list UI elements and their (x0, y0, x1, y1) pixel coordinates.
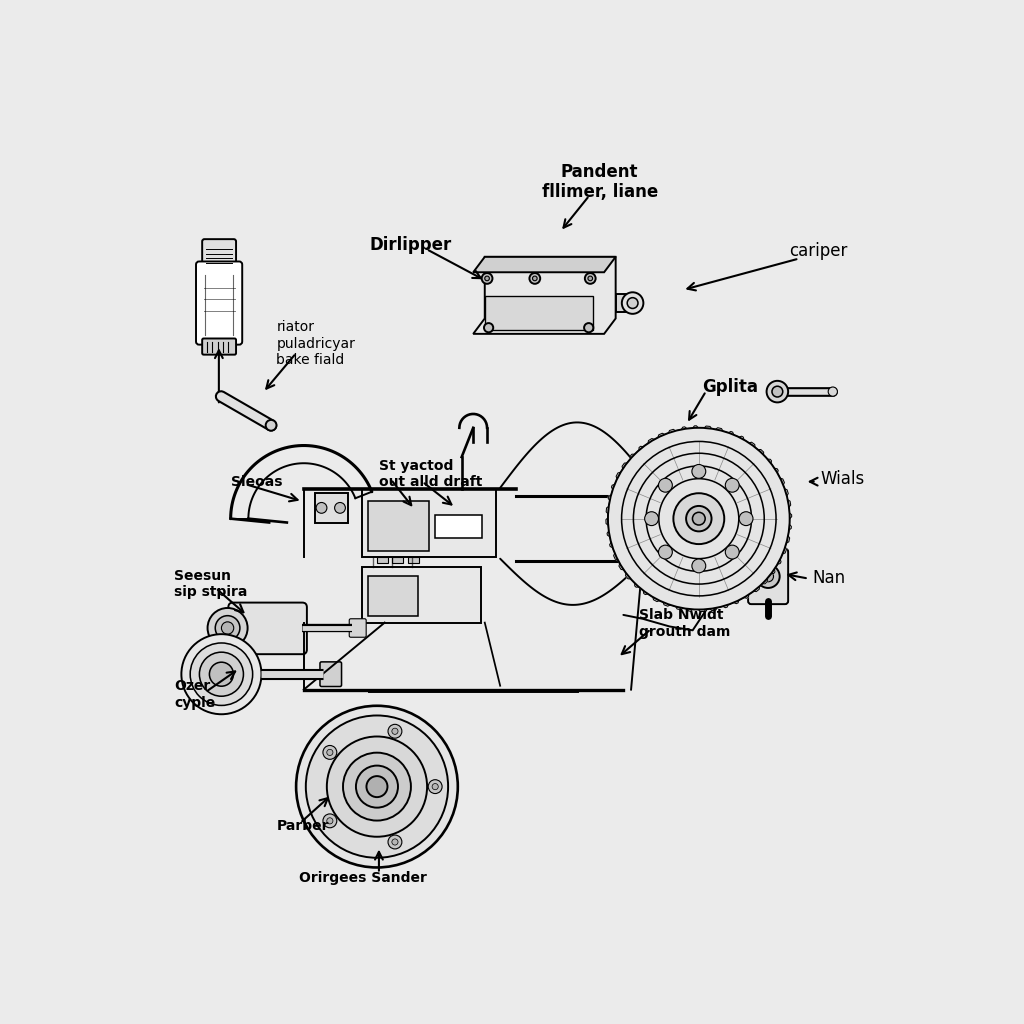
Bar (361, 567, 481, 623)
FancyBboxPatch shape (202, 240, 237, 267)
Bar (377, 557, 388, 563)
Circle shape (762, 525, 774, 538)
Circle shape (481, 273, 493, 284)
Text: Sleoas: Sleoas (231, 475, 283, 488)
Circle shape (725, 478, 739, 493)
Circle shape (628, 298, 638, 308)
Circle shape (327, 750, 333, 756)
Circle shape (306, 716, 449, 858)
Circle shape (674, 494, 724, 544)
Circle shape (484, 276, 489, 281)
Bar (435, 515, 482, 538)
Circle shape (208, 608, 248, 648)
Circle shape (181, 634, 261, 715)
Text: riator
puladricyar
bake fiald: riator puladricyar bake fiald (276, 321, 355, 367)
Circle shape (585, 273, 596, 284)
Circle shape (828, 387, 838, 396)
Circle shape (767, 381, 788, 402)
Circle shape (356, 766, 398, 808)
Bar (615, 294, 633, 312)
Circle shape (622, 292, 643, 313)
Text: Slab Nwidt
grouth dam: Slab Nwidt grouth dam (639, 608, 730, 639)
Circle shape (772, 386, 782, 397)
Circle shape (327, 818, 333, 824)
Circle shape (725, 545, 739, 559)
Circle shape (658, 478, 673, 493)
Bar (315, 494, 348, 522)
Circle shape (428, 779, 442, 794)
Circle shape (658, 545, 673, 559)
Circle shape (692, 512, 706, 525)
Bar (484, 296, 593, 330)
Text: Ozer
cyple: Ozer cyple (174, 680, 215, 710)
Circle shape (367, 776, 387, 797)
Text: Wials: Wials (820, 470, 864, 488)
FancyBboxPatch shape (349, 618, 367, 637)
Circle shape (388, 724, 401, 738)
Circle shape (392, 728, 398, 734)
Circle shape (323, 745, 337, 760)
Bar (368, 577, 418, 616)
FancyBboxPatch shape (202, 339, 237, 354)
Circle shape (323, 814, 337, 827)
Circle shape (645, 512, 658, 525)
Circle shape (608, 428, 790, 609)
Circle shape (343, 753, 411, 820)
Circle shape (316, 503, 327, 513)
Text: Gplita: Gplita (702, 378, 758, 396)
Circle shape (692, 465, 706, 478)
Circle shape (265, 420, 276, 431)
Bar (368, 501, 429, 551)
Circle shape (584, 324, 593, 333)
Text: Dirlipper: Dirlipper (370, 237, 452, 254)
Bar (361, 489, 497, 557)
Circle shape (296, 706, 458, 867)
Circle shape (221, 622, 233, 634)
Text: Pandent
fllimer, liane: Pandent fllimer, liane (542, 163, 657, 202)
Text: Parber: Parber (276, 819, 329, 834)
Bar (210, 263, 228, 272)
Polygon shape (606, 426, 792, 611)
Circle shape (757, 565, 779, 588)
Circle shape (392, 839, 398, 845)
Circle shape (739, 512, 753, 525)
Circle shape (763, 571, 773, 582)
Circle shape (432, 783, 438, 790)
Polygon shape (473, 257, 615, 334)
Circle shape (388, 835, 401, 849)
Circle shape (484, 324, 494, 333)
Polygon shape (473, 257, 615, 272)
Circle shape (210, 663, 233, 686)
Text: cariper: cariper (788, 242, 847, 260)
Circle shape (215, 615, 240, 640)
FancyBboxPatch shape (228, 602, 307, 654)
FancyBboxPatch shape (319, 662, 342, 686)
Text: Seesun
sip stpira: Seesun sip stpira (174, 569, 248, 599)
Circle shape (532, 276, 538, 281)
Text: St yactod
out alld draft: St yactod out alld draft (379, 459, 482, 488)
Circle shape (588, 276, 593, 281)
FancyBboxPatch shape (196, 261, 243, 345)
Bar (392, 557, 403, 563)
Text: Nan: Nan (813, 569, 846, 587)
Circle shape (327, 736, 427, 837)
Circle shape (190, 643, 253, 706)
Circle shape (200, 652, 244, 696)
Circle shape (686, 506, 712, 531)
Circle shape (692, 559, 706, 572)
Bar (408, 557, 419, 563)
Circle shape (335, 503, 345, 513)
Text: Orirgees Sander: Orirgees Sander (299, 871, 427, 885)
FancyBboxPatch shape (749, 549, 788, 604)
Circle shape (529, 273, 541, 284)
